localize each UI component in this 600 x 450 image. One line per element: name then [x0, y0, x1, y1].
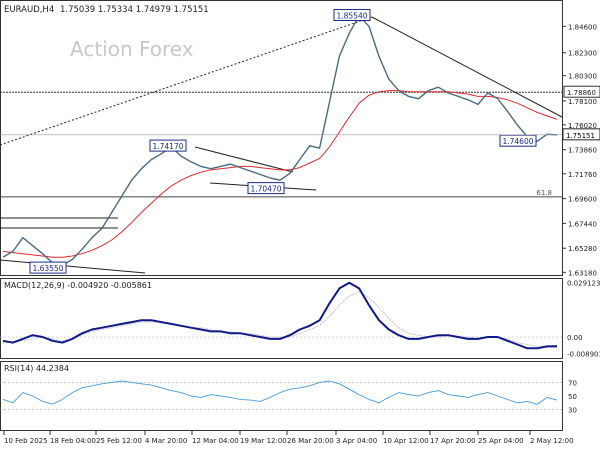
- price-tick-label-5: 1.73860: [568, 147, 597, 155]
- macd-series: [0, 281, 562, 350]
- x-tick-label-4: 12 Mar 04:00: [192, 437, 239, 445]
- rsi-levels: [0, 382, 562, 410]
- rsi-title: RSI(14) 44.2384: [4, 364, 69, 373]
- price-tick-label-4: 1.76020: [568, 122, 597, 130]
- price-y-axis: 1.84600 1.82300 1.80300 1.78100 1.76020 1.738…: [562, 23, 600, 277]
- price-tick-label-1: 1.82300: [568, 50, 597, 58]
- current-price-marker: 1.75151: [0, 128, 600, 141]
- moving-average-line: [2, 90, 558, 258]
- trendlines: [0, 16, 563, 274]
- level-axis-box: [563, 85, 600, 98]
- rsi-tick-label-2: 30: [568, 407, 577, 415]
- current-price-box: [562, 128, 600, 141]
- x-tick-label-5: 19 Mar 12:00: [240, 437, 287, 445]
- horizontal-levels: 61.8: [0, 91, 562, 198]
- dotted-trendline: [0, 16, 373, 146]
- macd-tick-label-1: 0.00: [567, 334, 583, 342]
- bottom-trendline: [0, 259, 146, 274]
- symbol-label: EURAUD,H4: [4, 5, 54, 15]
- current-price-label: 1.75151: [566, 132, 595, 140]
- x-tick-label-6: 26 Mar 20:00: [287, 437, 334, 445]
- price-tick-label-10: 1.63180: [568, 269, 597, 277]
- annotation-box-0: [333, 8, 371, 21]
- annotation-box-2: [247, 182, 285, 195]
- fib-level-label: 61.8: [536, 189, 552, 197]
- x-tick-label-2: 25 Feb 12:00: [96, 437, 142, 445]
- macd-y-axis: 0.029123 0.00 -0.008901: [567, 280, 600, 359]
- rsi-tick-label-0: 70: [568, 379, 577, 387]
- x-tick-label-3: 4 Mar 20:00: [145, 437, 187, 445]
- x-tick-label-10: 25 Apr 04:00: [478, 437, 524, 445]
- macd-line: [2, 281, 558, 350]
- annotation-label-1: 1.74170: [152, 142, 183, 151]
- x-tick-label-0: 10 Feb 2025: [4, 437, 48, 445]
- x-tick-label-8: 10 Apr 12:00: [383, 437, 429, 445]
- x-tick-label-1: 18 Feb 04:00: [50, 437, 96, 445]
- rsi-series: [2, 380, 558, 405]
- x-tick-label-9: 17 Apr 20:00: [430, 437, 476, 445]
- x-tick-label-11: 2 May 12:00: [530, 437, 574, 445]
- annotation-box-3: [499, 134, 537, 147]
- price-tick-label-0: 1.84600: [568, 23, 597, 31]
- level-axis-label: 1.78860: [567, 89, 596, 97]
- price-tick-label-7: 1.69600: [568, 196, 597, 204]
- price-tick-label-9: 1.65280: [568, 245, 597, 253]
- macd-title: MACD(12,26,9) -0.004920 -0.005861: [4, 281, 152, 290]
- price-tick-label-8: 1.67440: [568, 220, 597, 228]
- price-tick-label-2: 1.80300: [568, 73, 597, 81]
- annotation-box-1: [149, 139, 187, 152]
- ohlc-label: 1.75039 1.75334 1.74979 1.75151: [60, 5, 209, 15]
- annotation-label-0: 1.85540: [336, 11, 367, 20]
- x-axis: 10 Feb 2025 18 Feb 04:00 25 Feb 12:00 4 Mar…: [3, 431, 574, 445]
- price-tick-label-6: 1.71760: [568, 171, 597, 179]
- price-line: [2, 15, 558, 266]
- x-tick-label-7: 3 Apr 04:00: [336, 437, 377, 445]
- price-tick-label-3: 1.78100: [568, 98, 597, 106]
- price-panel: [0, 0, 563, 276]
- price-annotations: 1.85540 1.74170 1.70470 1.74600 1.63550: [29, 8, 537, 274]
- rsi-line: [2, 380, 558, 405]
- annotation-label-4: 1.63550: [32, 264, 63, 273]
- descending-trendline: [371, 16, 563, 118]
- triangle-upper-line: [194, 146, 294, 173]
- annotation-label-2: 1.70470: [250, 185, 281, 194]
- macd-panel: [0, 278, 563, 359]
- annotation-label-3: 1.74600: [502, 137, 533, 146]
- rsi-panel: [0, 361, 563, 431]
- macd-tick-label-2: -0.008901: [567, 351, 600, 359]
- macd-signal-line: [3, 291, 558, 349]
- price-series: [2, 15, 558, 266]
- rsi-tick-label-1: 50: [568, 393, 577, 401]
- rsi-y-axis: 70 50 30: [568, 379, 577, 414]
- watermark: Action Forex: [70, 37, 194, 61]
- annotation-box-4: [29, 261, 67, 274]
- macd-tick-label-0: 0.029123: [567, 280, 600, 288]
